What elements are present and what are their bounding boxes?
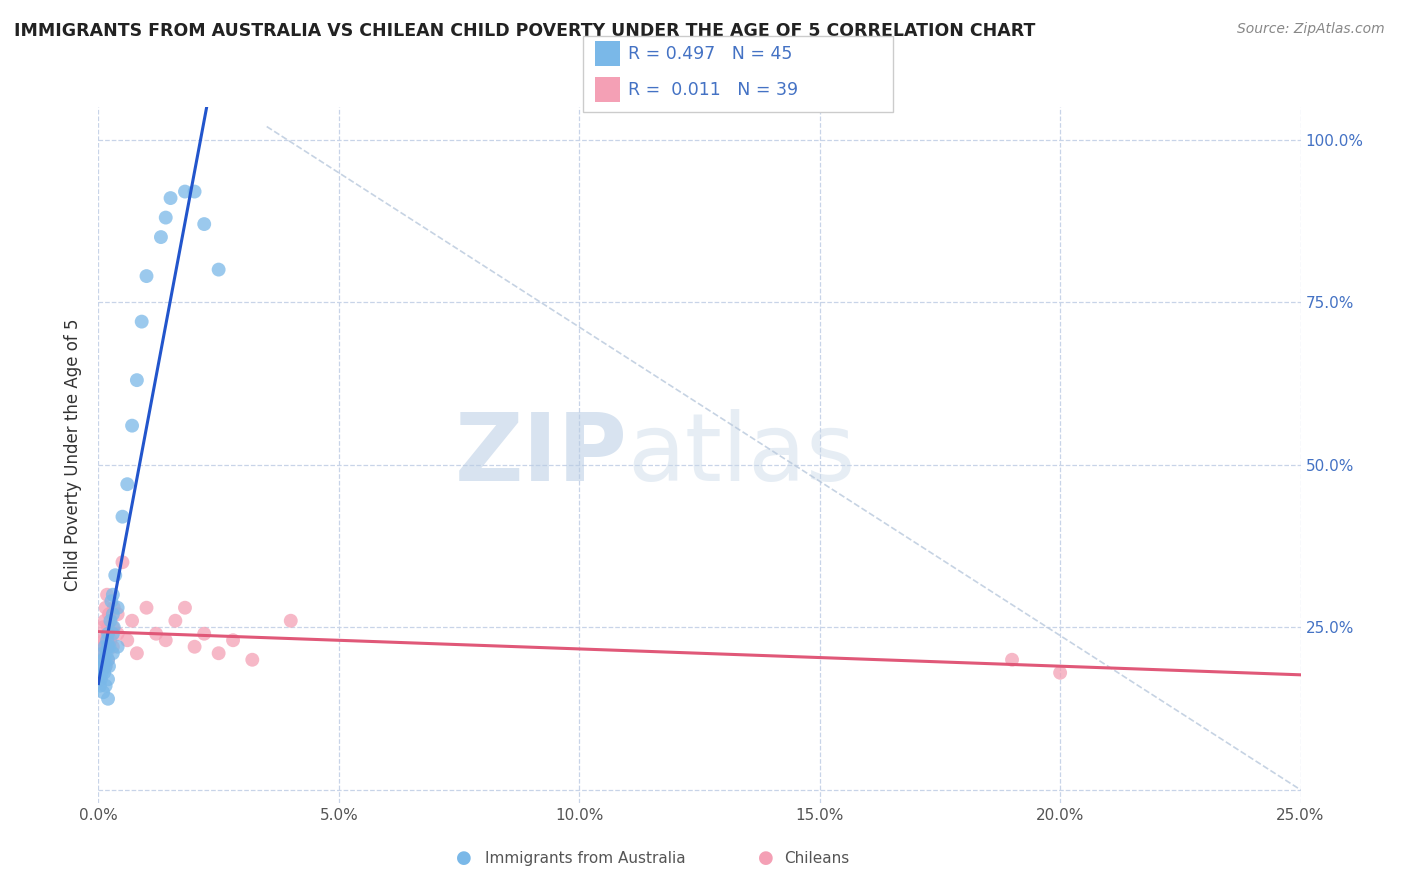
- Point: [89, 659, 111, 673]
- Point: [97, 691, 120, 706]
- Point: [90, 633, 112, 648]
- Point: [165, 614, 187, 628]
- Point: [101, 607, 124, 622]
- Point: [94, 659, 117, 673]
- Point: [193, 217, 215, 231]
- Text: R =  0.011   N = 39: R = 0.011 N = 39: [628, 81, 799, 99]
- Point: [90, 665, 112, 680]
- Point: [125, 373, 148, 387]
- Point: [98, 640, 121, 654]
- Point: [174, 600, 197, 615]
- Point: [91, 640, 114, 654]
- Point: [91, 653, 114, 667]
- Point: [97, 653, 120, 667]
- Point: [91, 646, 114, 660]
- Point: [159, 191, 181, 205]
- Point: [111, 555, 134, 569]
- Text: ●: ●: [758, 849, 775, 867]
- Point: [280, 614, 302, 628]
- Point: [93, 640, 115, 654]
- Point: [101, 646, 124, 660]
- Point: [94, 659, 117, 673]
- Point: [96, 633, 118, 648]
- Point: [97, 620, 120, 634]
- Point: [96, 640, 118, 654]
- Point: [100, 614, 122, 628]
- Point: [111, 509, 134, 524]
- Point: [96, 588, 118, 602]
- Point: [117, 477, 139, 491]
- Point: [93, 633, 115, 648]
- Point: [96, 646, 118, 660]
- Point: [97, 626, 120, 640]
- Point: [94, 600, 117, 615]
- Point: [107, 607, 129, 622]
- Point: [93, 614, 115, 628]
- Point: [90, 646, 112, 660]
- Point: [107, 626, 129, 640]
- Point: [1001, 653, 1024, 667]
- Point: [149, 230, 172, 244]
- Point: [97, 633, 120, 648]
- Text: R = 0.497   N = 45: R = 0.497 N = 45: [628, 45, 793, 62]
- Point: [104, 568, 127, 582]
- Point: [135, 600, 157, 615]
- Point: [183, 185, 205, 199]
- Text: Source: ZipAtlas.com: Source: ZipAtlas.com: [1237, 22, 1385, 37]
- Text: IMMIGRANTS FROM AUSTRALIA VS CHILEAN CHILD POVERTY UNDER THE AGE OF 5 CORRELATIO: IMMIGRANTS FROM AUSTRALIA VS CHILEAN CHI…: [14, 22, 1035, 40]
- Text: atlas: atlas: [627, 409, 856, 501]
- Point: [94, 679, 117, 693]
- Point: [91, 685, 114, 699]
- Point: [97, 672, 120, 686]
- Point: [131, 315, 153, 329]
- Point: [183, 640, 205, 654]
- Text: ●: ●: [456, 849, 472, 867]
- Point: [100, 594, 122, 608]
- Point: [121, 418, 143, 433]
- Point: [174, 185, 197, 199]
- Point: [208, 262, 231, 277]
- Text: ZIP: ZIP: [454, 409, 627, 501]
- Point: [193, 626, 215, 640]
- Text: Chileans: Chileans: [785, 851, 849, 865]
- Point: [91, 620, 114, 634]
- Y-axis label: Child Poverty Under the Age of 5: Child Poverty Under the Age of 5: [65, 318, 83, 591]
- Point: [101, 640, 124, 654]
- Point: [103, 600, 125, 615]
- Point: [101, 626, 124, 640]
- Point: [97, 653, 120, 667]
- Point: [107, 600, 129, 615]
- Point: [135, 269, 157, 284]
- Point: [98, 607, 121, 622]
- Point: [101, 620, 124, 634]
- Point: [107, 640, 129, 654]
- Point: [121, 614, 143, 628]
- Point: [91, 659, 114, 673]
- Point: [240, 653, 263, 667]
- Point: [208, 646, 231, 660]
- Point: [145, 626, 167, 640]
- Point: [97, 640, 120, 654]
- Point: [89, 679, 111, 693]
- Point: [125, 646, 148, 660]
- Point: [103, 620, 125, 634]
- Text: Immigrants from Australia: Immigrants from Australia: [485, 851, 686, 865]
- Point: [155, 211, 177, 225]
- Point: [117, 633, 139, 648]
- Point: [90, 672, 112, 686]
- Point: [93, 665, 115, 680]
- Point: [155, 633, 177, 648]
- Point: [1049, 665, 1071, 680]
- Point: [93, 653, 115, 667]
- Point: [98, 659, 121, 673]
- Point: [101, 588, 124, 602]
- Point: [91, 653, 114, 667]
- Point: [91, 659, 114, 673]
- Point: [100, 633, 122, 648]
- Point: [222, 633, 245, 648]
